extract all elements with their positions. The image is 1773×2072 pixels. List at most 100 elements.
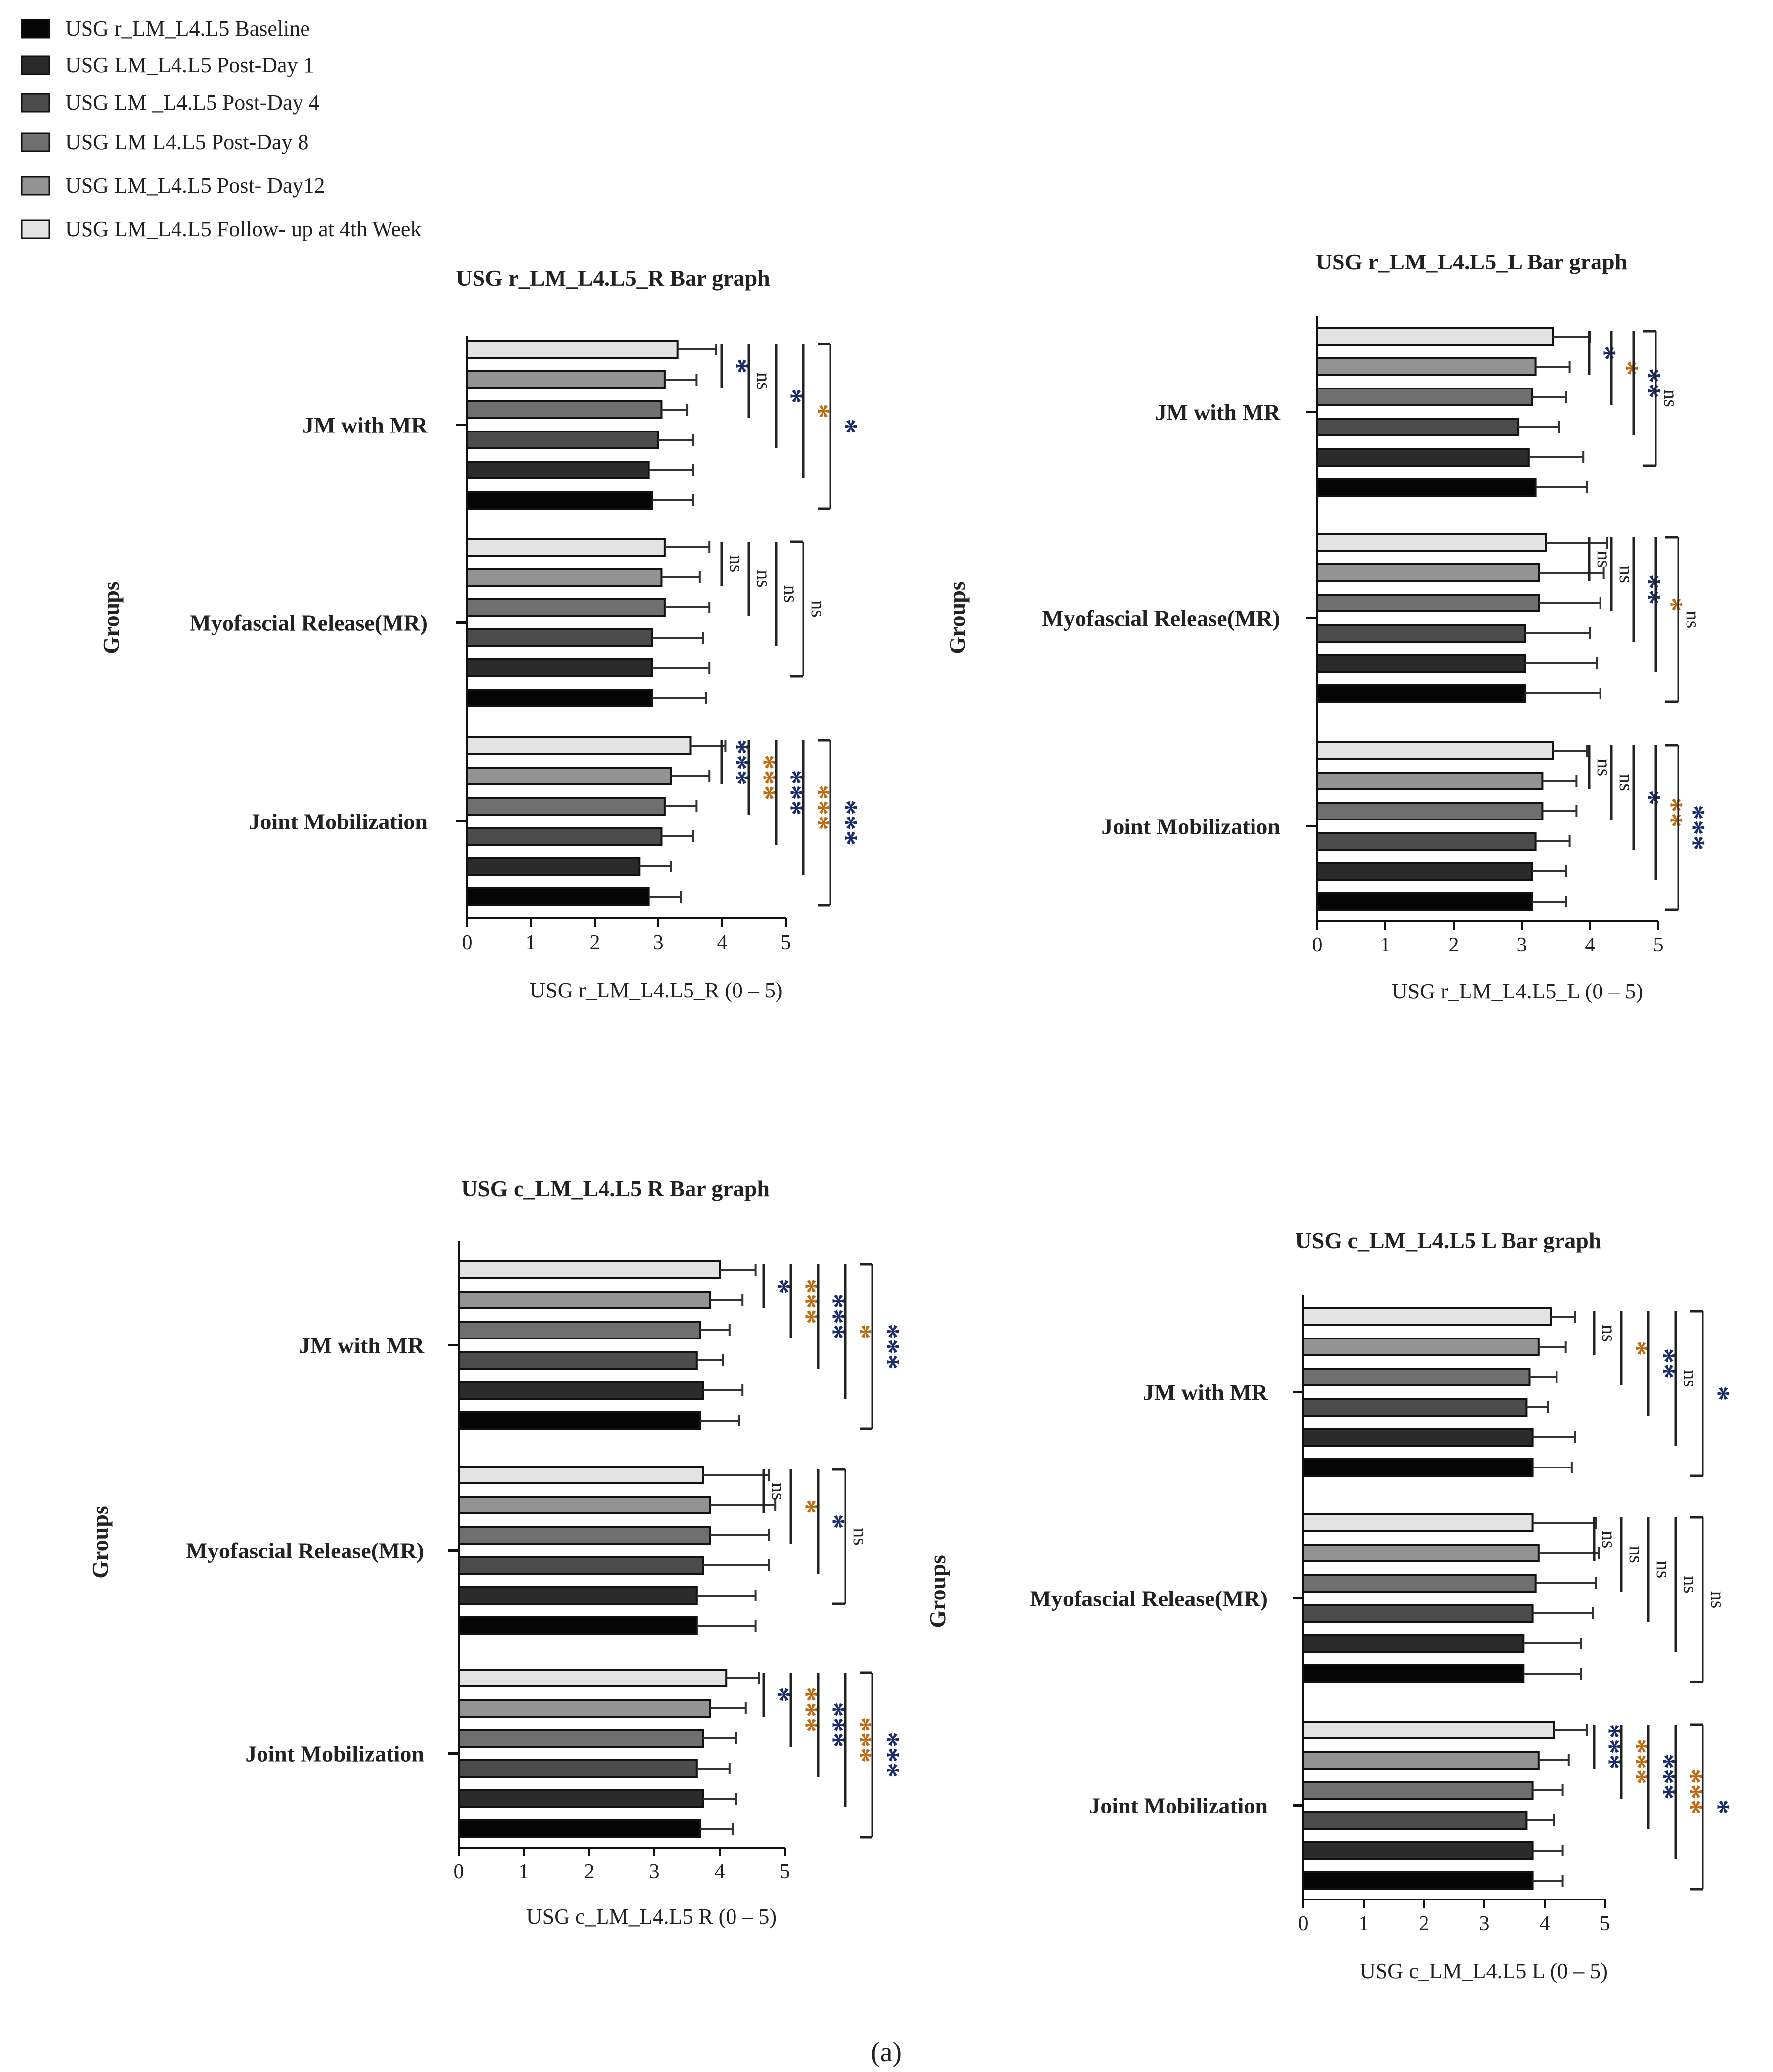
bar-1-2 — [1316, 594, 1540, 612]
figure-caption: (a) — [871, 2037, 902, 2068]
legend-label-1: USG LM_L4.L5 Post-Day 1 — [65, 53, 314, 77]
bar-0-1 — [458, 1291, 711, 1309]
bar-2-1 — [1316, 772, 1544, 790]
bar-2-5 — [466, 887, 650, 906]
bar-2-1 — [458, 1699, 711, 1718]
bar-0-5 — [466, 491, 653, 510]
x-tick-label: 1 — [1381, 934, 1391, 956]
x-tick-label: 0 — [1298, 1912, 1309, 1935]
bar-0-0 — [1302, 1307, 1552, 1326]
y-axis-label: Groups — [98, 581, 124, 654]
bar-2-4 — [466, 857, 641, 876]
significance-label: ns — [1682, 611, 1704, 629]
significance-label: * — [829, 419, 863, 434]
bar-1-2 — [458, 1526, 711, 1545]
bar-1-5 — [466, 689, 653, 707]
bar-0-1 — [466, 370, 666, 389]
bar-1-3 — [1302, 1604, 1534, 1623]
significance-label: ns — [1680, 1370, 1702, 1387]
x-tick-label: 3 — [1517, 934, 1527, 956]
group-label: Joint Mobilization — [1101, 814, 1280, 839]
x-tick-label: 0 — [462, 931, 473, 954]
bar-2-5 — [1302, 1871, 1534, 1890]
bar-0-5 — [1302, 1458, 1534, 1477]
x-tick-label: 0 — [454, 1860, 464, 1883]
x-tick-label: 1 — [1359, 1912, 1369, 1935]
bar-0-1 — [1302, 1338, 1540, 1356]
bar-2-2 — [1316, 802, 1544, 820]
bar-2-0 — [1302, 1721, 1555, 1739]
bar-0-3 — [1302, 1398, 1528, 1417]
significance-label: ns — [1625, 1546, 1647, 1563]
legend: USG r_LM_L4.L5 Baseline USG LM_L4.L5 Post… — [21, 16, 421, 241]
legend-swatch-1 — [21, 55, 50, 75]
legend-swatch-0 — [21, 19, 50, 39]
significance-label: ** — [1633, 368, 1666, 399]
chart-r-lm-left: USG r_LM_L4.L5_L Bar graph Groups 0 1 2 3 4 5 US… — [945, 249, 1711, 1003]
significance-label: ns — [807, 600, 829, 618]
x-tick-label: 5 — [781, 931, 791, 954]
y-axis-label: Groups — [87, 1506, 113, 1578]
bar-1-3 — [458, 1556, 704, 1575]
significance-label: ns — [753, 570, 775, 588]
chart-c-lm-left: USG c_LM_L4.L5 L Bar graph Groups 0 1 2 3 4 5 US… — [925, 1228, 1735, 1983]
significance-label: *** — [871, 1732, 905, 1778]
bar-1-1 — [466, 568, 663, 587]
bar-2-2 — [458, 1729, 704, 1748]
bar-1-4 — [1302, 1634, 1525, 1653]
significance-label: ** — [1655, 797, 1688, 828]
significance-label: * — [1633, 790, 1666, 805]
bar-0-1 — [1316, 357, 1537, 376]
bar-0-0 — [1316, 327, 1554, 346]
x-tick-label: 1 — [519, 1860, 529, 1883]
x-tick-label: 3 — [653, 931, 664, 954]
legend-label-3: USG LM L4.L5 Post-Day 8 — [65, 130, 309, 154]
bar-1-1 — [458, 1496, 711, 1514]
chart-title: USG r_LM_L4.L5_L Bar graph — [1316, 249, 1627, 274]
bar-0-4 — [466, 461, 650, 479]
bar-2-3 — [458, 1759, 698, 1778]
bar-1-0 — [1302, 1513, 1534, 1532]
bar-2-1 — [466, 767, 672, 785]
bar-2-2 — [1302, 1781, 1534, 1800]
legend-label-2: USG LM _L4.L5 Post-Day 4 — [65, 90, 320, 115]
group-label: Myofascial Release(MR) — [1042, 606, 1280, 631]
bar-0-2 — [1316, 388, 1533, 406]
group-label: JM with MR — [1143, 1380, 1268, 1405]
bar-1-1 — [1302, 1544, 1540, 1562]
significance-label: ns — [1707, 1591, 1729, 1609]
significance-label: ns — [849, 1528, 871, 1546]
bar-0-2 — [458, 1321, 701, 1339]
bar-2-5 — [458, 1819, 701, 1838]
group-label: Joint Mobilization — [245, 1741, 424, 1767]
bar-1-0 — [466, 538, 666, 557]
group-label: Joint Mobilization — [1089, 1793, 1268, 1818]
group-label: Myofascial Release(MR) — [189, 610, 428, 636]
y-axis-label: Groups — [925, 1555, 950, 1628]
legend-label-0: USG r_LM_L4.L5 Baseline — [65, 16, 310, 41]
group-label: JM with MR — [299, 1333, 425, 1358]
bar-1-4 — [1316, 654, 1526, 673]
significance-label: * — [1610, 361, 1644, 376]
significance-label: * — [1655, 597, 1688, 612]
x-tick-label: 5 — [1600, 1912, 1610, 1935]
significance-label: ns — [753, 372, 775, 390]
x-tick-label: 4 — [1585, 934, 1596, 956]
bar-2-3 — [1316, 832, 1537, 851]
bar-1-5 — [458, 1616, 698, 1635]
significance-label: ns — [1598, 1325, 1620, 1342]
x-tick-label: 2 — [1419, 1912, 1429, 1935]
significance-label: ns — [1652, 1561, 1675, 1579]
x-tick-label: 3 — [649, 1860, 660, 1883]
bar-0-4 — [1302, 1428, 1534, 1447]
bar-1-4 — [458, 1586, 698, 1605]
group-label: Myofascial Release(MR) — [1030, 1586, 1268, 1611]
significance-label: ns — [1680, 1576, 1702, 1594]
legend-swatch-5 — [21, 219, 50, 239]
x-tick-label: 5 — [1653, 934, 1664, 956]
bar-2-1 — [1302, 1751, 1540, 1770]
bar-0-2 — [1302, 1368, 1531, 1386]
bar-0-3 — [1316, 418, 1520, 436]
bar-1-5 — [1302, 1664, 1525, 1683]
significance-label: * — [1588, 345, 1622, 361]
